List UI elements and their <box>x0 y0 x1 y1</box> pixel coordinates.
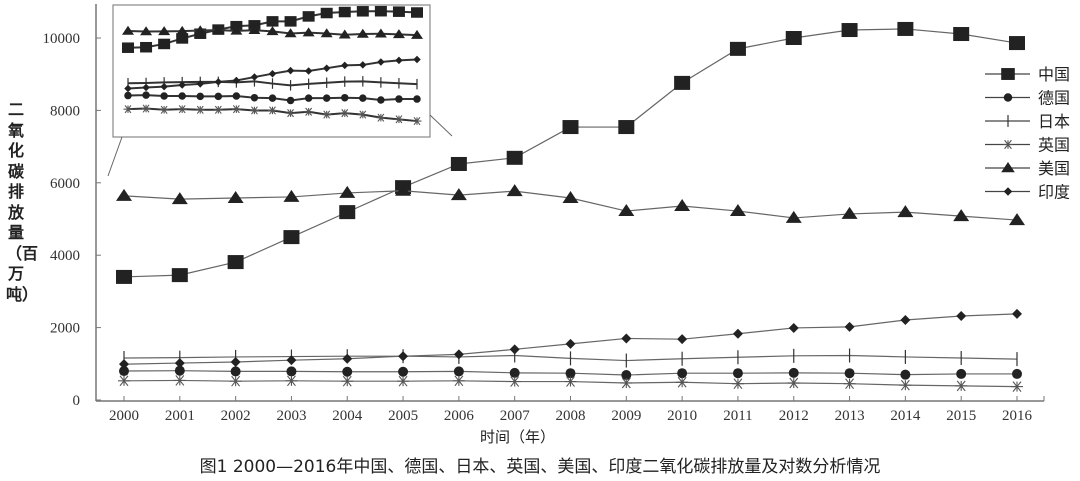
x-tick-label: 2011 <box>723 408 752 424</box>
y-axis-label: 二氧化碳排放量（百万吨） <box>6 100 39 304</box>
x-tick-label: 2001 <box>165 408 195 424</box>
x-tick-label: 2006 <box>444 408 475 424</box>
x-axis-label: 时间（年） <box>480 428 556 446</box>
y-tick-label: 6000 <box>50 176 80 192</box>
x-tick-label: 2012 <box>779 408 809 424</box>
inset-series-triangle <box>122 24 423 39</box>
x-tick-label: 2007 <box>500 408 531 424</box>
legend-item: 德国 <box>985 89 1070 108</box>
legend-item: 美国 <box>985 159 1070 178</box>
y-tick-label: 2000 <box>50 321 80 337</box>
legend-item: 日本 <box>985 112 1070 131</box>
y-tick-label: 4000 <box>50 248 80 264</box>
inset-series-circle <box>124 91 421 105</box>
x-tick-label: 2016 <box>1002 408 1033 424</box>
x-tick-label: 2003 <box>276 408 306 424</box>
series-triangle <box>116 183 1025 226</box>
series-diamond <box>119 308 1022 370</box>
legend-item: 中国 <box>985 65 1070 84</box>
legend-item: 印度 <box>985 183 1070 202</box>
x-tick-label: 2013 <box>835 408 865 424</box>
x-tick-label: 2002 <box>221 408 251 424</box>
legend-label: 中国 <box>1038 65 1070 84</box>
y-tick-label: 8000 <box>50 103 80 119</box>
series-circle <box>119 365 1022 381</box>
inset-series-asterisk <box>123 104 422 126</box>
legend-label: 日本 <box>1038 112 1070 131</box>
series-asterisk <box>118 375 1023 392</box>
series-layer <box>116 21 1025 392</box>
x-tick-label: 2015 <box>946 408 976 424</box>
legend-label: 英国 <box>1038 136 1070 155</box>
series-plus <box>123 348 1018 368</box>
legend-label: 印度 <box>1038 183 1070 202</box>
series-square <box>116 21 1025 284</box>
axes: 0 2000 4000 6000 8000 10000 2000 2001 2002 2003 20… <box>43 4 1045 424</box>
x-tick-label: 2010 <box>667 408 697 424</box>
legend-item: 英国 <box>985 136 1070 155</box>
y-tick-label: 10000 <box>43 31 81 47</box>
x-tick-label: 2004 <box>332 408 363 424</box>
y-tick-label: 0 <box>73 393 81 409</box>
inset-series-diamond <box>124 55 421 93</box>
legend-label: 美国 <box>1038 159 1070 178</box>
x-tick-label: 2000 <box>109 408 139 424</box>
figure-caption: 图1 2000—2016年中国、德国、日本、英国、美国、印度二氧化碳排放量及对数… <box>199 457 881 477</box>
legend-label: 德国 <box>1038 89 1070 108</box>
x-tick-label: 2009 <box>611 408 641 424</box>
x-tick-label: 2014 <box>890 408 921 424</box>
x-tick-label: 2005 <box>388 408 418 424</box>
inset-series-square <box>122 5 423 53</box>
inset-chart <box>107 4 453 177</box>
x-tick-label: 2008 <box>556 408 586 424</box>
